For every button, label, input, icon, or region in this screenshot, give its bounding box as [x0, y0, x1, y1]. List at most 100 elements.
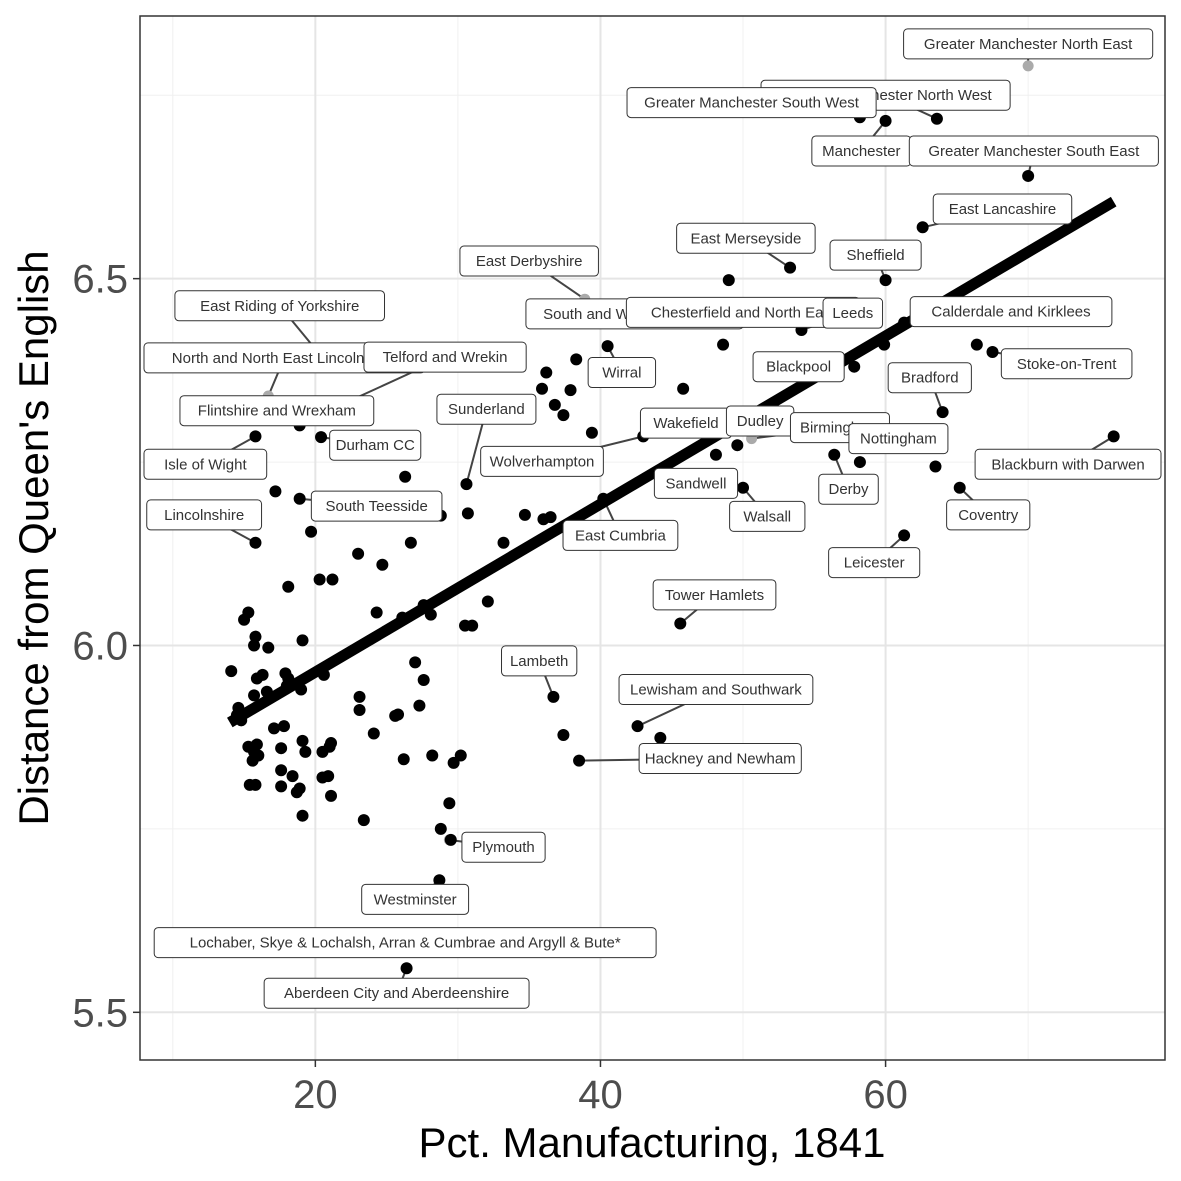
data-point — [677, 382, 690, 395]
annotation-text: Flintshire and Wrexham — [198, 403, 356, 420]
annotation-text: East Cumbria — [575, 527, 667, 544]
data-point — [674, 617, 687, 630]
annotation-text: Westminster — [374, 891, 457, 908]
data-point — [417, 673, 430, 686]
annotation-box — [653, 467, 739, 499]
annotation-box — [903, 28, 1154, 60]
annotation-text: Lochaber, Skye & Lochalsh, Arran & Cumbr… — [190, 935, 621, 952]
annotation-text: South Teesside — [325, 498, 427, 515]
data-point — [497, 536, 510, 549]
data-point — [248, 639, 261, 652]
labeled-point — [1022, 60, 1034, 72]
data-point — [296, 809, 309, 822]
data-point — [299, 745, 312, 758]
annotation-text: Tower Hamlets — [665, 587, 764, 604]
annotation-label: Sunderland — [436, 393, 537, 425]
annotation-label: Wirral — [587, 357, 657, 389]
plot-panel-border — [139, 15, 1166, 1061]
annotation-label: Sandwell — [653, 467, 739, 499]
data-point — [443, 797, 456, 810]
data-point — [277, 720, 290, 733]
annotation-box — [436, 393, 537, 425]
data-point — [557, 728, 570, 741]
data-point — [376, 558, 389, 571]
data-point — [544, 511, 557, 524]
data-point — [970, 338, 983, 351]
annotation-label: Greater Manchester North East — [903, 28, 1154, 60]
data-point — [392, 708, 405, 721]
annotation-text: Dudley — [737, 413, 784, 430]
annotation-label: Leeds — [822, 297, 884, 329]
annotation-box — [887, 362, 972, 394]
x-tick-label: 20 — [293, 1073, 338, 1117]
annotation-label: Lewisham and Southwark — [618, 674, 814, 706]
data-point — [853, 456, 866, 469]
annotation-text: Isle of Wight — [164, 456, 247, 473]
data-point — [367, 727, 380, 740]
data-point — [249, 430, 262, 443]
data-point — [916, 221, 929, 234]
annotation-text: Lambeth — [510, 653, 568, 670]
annotation-label: Durham CC — [329, 429, 422, 461]
annotation-text: Lincolnshire — [164, 507, 244, 524]
annotation-text: East Derbyshire — [476, 253, 583, 270]
data-point — [898, 529, 911, 542]
annotation-box — [822, 297, 884, 329]
annotation-text: Walsall — [743, 508, 791, 525]
annotation-text: Bradford — [901, 370, 959, 387]
data-point — [454, 749, 467, 762]
data-point — [426, 749, 439, 762]
annotation-box — [932, 193, 1073, 225]
annotation-text: Leeds — [832, 305, 873, 322]
data-point — [444, 833, 457, 846]
data-point — [540, 366, 553, 379]
y-tick-label: 6.5 — [72, 258, 128, 302]
annotation-box — [974, 448, 1162, 480]
annotation-label: Dudley — [725, 405, 795, 437]
data-point — [262, 641, 275, 654]
annotation-label: Bradford — [887, 362, 972, 394]
data-point — [249, 778, 262, 791]
data-point — [717, 338, 730, 351]
annotation-text: Plymouth — [472, 839, 535, 856]
annotation-box — [363, 341, 527, 373]
annotation-box — [909, 296, 1113, 328]
data-point — [225, 665, 238, 678]
annotation-box — [946, 499, 1031, 531]
annotation-text: Aberdeen City and Aberdeenshire — [284, 985, 509, 1002]
data-point — [986, 346, 999, 359]
annotation-text: Chesterfield and North East — [651, 304, 836, 321]
y-axis-title: Distance from Queen's English — [10, 250, 57, 825]
data-point — [249, 630, 262, 643]
data-point — [1022, 169, 1035, 182]
annotation-text: East Lancashire — [949, 201, 1057, 218]
annotation-label: Derby — [818, 473, 879, 505]
data-point — [848, 360, 861, 373]
data-point — [325, 789, 338, 802]
x-axis-title: Pct. Manufacturing, 1841 — [419, 1119, 886, 1166]
data-point — [433, 874, 446, 887]
annotation-label: Blackpool — [752, 351, 845, 383]
data-point — [466, 619, 479, 632]
data-point — [353, 690, 366, 703]
data-point — [397, 753, 410, 766]
annotation-box — [1000, 348, 1133, 380]
annotation-label: Aberdeen City and Aberdeenshire — [263, 977, 530, 1009]
annotation-label: South Teesside — [310, 490, 443, 522]
data-point — [548, 398, 561, 411]
annotation-label: Lincolnshire — [146, 499, 263, 531]
annotation-label: Wakefield — [639, 407, 733, 439]
annotation-text: North and North East Lincolnshire — [172, 350, 397, 367]
data-point — [460, 478, 473, 491]
data-point — [404, 536, 417, 549]
annotation-text: East Merseyside — [690, 230, 801, 247]
data-point — [326, 573, 339, 586]
annotation-text: Greater Manchester South West — [644, 95, 860, 112]
data-point — [246, 754, 259, 767]
data-point — [518, 508, 531, 521]
annotation-label: Blackburn with Darwen — [974, 448, 1162, 480]
data-point — [296, 634, 309, 647]
annotation-text: Lewisham and Southwark — [630, 682, 802, 699]
annotation-text: Wakefield — [653, 415, 718, 432]
